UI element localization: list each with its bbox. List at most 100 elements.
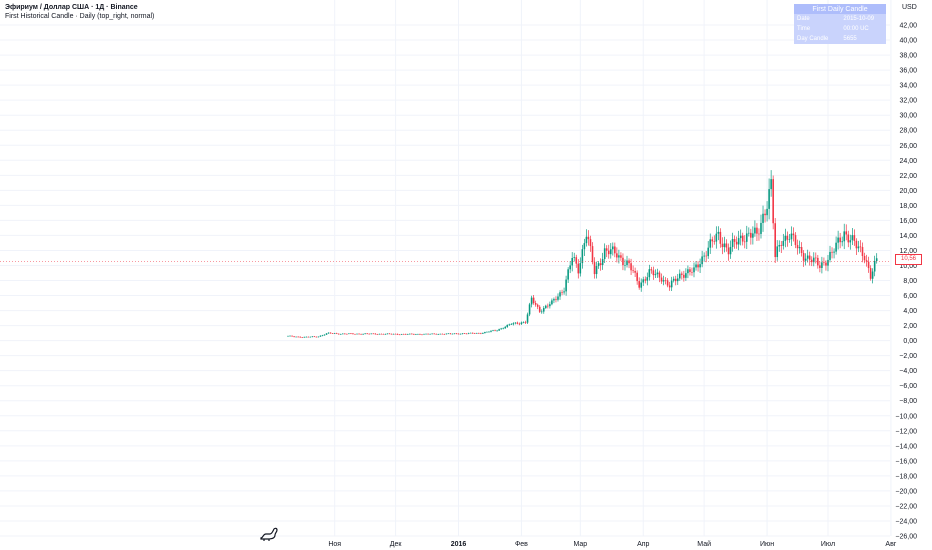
candle-body [760,222,762,234]
indicator-title[interactable]: First Historical Candle · Daily (top_rig… [5,13,155,20]
candle-body [496,330,498,332]
candle-body [386,333,389,335]
candle-body [480,333,482,334]
table-header-row: First Daily Candle [794,4,886,14]
first-candle-table: First Daily Candle Date 2015-10-09 Time … [794,4,886,44]
candle-body [449,333,452,335]
candle-body [790,233,793,240]
y-tick-label: 10,00 [899,263,917,270]
candle-body [536,304,539,307]
candle-body [697,264,699,268]
row-value: 2015-10-09 [840,14,886,24]
candle-body [875,258,878,261]
candle-body [831,251,833,253]
candle-body [305,336,308,338]
candle-body [323,334,326,336]
candle-body [727,247,730,255]
candle-body [559,292,561,297]
candle-body [701,256,703,265]
candle-body [839,237,841,243]
candle-body [471,332,474,334]
candle-body [587,236,590,240]
y-tick-label: −4,00 [899,368,917,375]
y-tick-label: 36,00 [899,68,917,75]
candle-body [321,335,324,336]
candle-body [342,333,344,335]
candle-body [549,304,551,307]
x-tick-label: Июл [821,541,835,548]
y-tick-label: 18,00 [899,203,917,210]
candle-body [419,334,421,335]
candle-body [871,271,874,279]
candle-body [634,271,636,273]
candle-body [417,334,419,335]
tradingview-logo-icon[interactable] [259,525,279,541]
y-tick-label: 34,00 [899,83,917,90]
row-value: 00:00 UC [840,24,886,34]
candle-body [547,305,549,307]
candle-body [756,227,758,234]
candle-body [329,332,332,334]
y-tick-label: 38,00 [899,53,917,60]
candle-body [433,333,435,335]
table-row: Day Candle 5655 [794,34,886,44]
candle-body [821,262,823,268]
candle-body [656,272,659,275]
time-axis[interactable]: Ноя Дек 2016 Фев Мар Апр Май Июн Июл Авг [328,540,897,548]
table-row: Date 2015-10-09 [794,14,886,24]
candle-body [311,336,314,338]
candle-body [577,263,580,274]
candle-body [599,263,602,266]
candle-body [390,333,393,335]
candle-body [354,334,356,335]
candle-body [778,245,781,247]
candle-body [806,255,809,259]
candle-body [516,322,519,324]
candle-body [315,336,318,338]
candle-body [859,246,862,248]
row-label: Date [794,14,841,24]
candle-body [540,311,543,313]
candle-body [739,235,742,239]
candle-body [339,333,342,335]
candle-body [526,314,529,323]
chart-legend: Эфириум / Доллар США · 1Д · Binance Firs… [5,3,154,21]
candle-body [309,336,312,338]
candle-body [711,239,714,242]
candle-body [666,280,669,286]
candle-body [538,306,541,312]
candle-body [333,333,336,334]
candle-body [534,303,537,305]
candle-body [512,323,515,325]
candle-body [772,179,774,224]
candle-body [327,332,330,334]
candle-body [748,232,750,234]
candle-body [362,333,364,335]
candle-body [603,248,606,260]
candle-body [475,333,478,334]
candle-body [849,240,852,243]
currency-label[interactable]: USD [902,4,917,11]
candle-body [713,241,716,242]
candle-body [812,257,815,263]
y-tick-label: 30,00 [899,113,917,120]
y-tick-label: −26,00 [895,534,917,541]
price-axis[interactable]: 42,00 40,00 38,00 36,00 34,00 32,00 30,00 28,00… [895,23,917,541]
candle-body [609,249,612,255]
y-tick-label: −12,00 [895,428,917,435]
candle-body [437,334,440,335]
candle-body [473,333,476,334]
candle-body [774,223,776,258]
candle-body [506,324,509,327]
symbol-title[interactable]: Эфириум / Доллар США · 1Д · Binance [5,4,138,11]
row-label: Time [794,24,841,34]
candle-body [597,263,600,267]
candle-body [624,265,626,266]
x-tick-label: Авг [885,541,896,548]
y-tick-label: −2,00 [899,353,917,360]
candle-body [833,251,835,253]
candle-body [360,334,362,335]
y-tick-label: 20,00 [899,188,917,195]
candle-body [380,333,383,335]
